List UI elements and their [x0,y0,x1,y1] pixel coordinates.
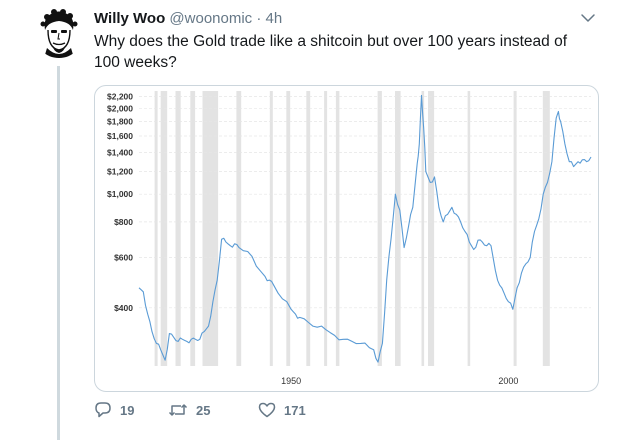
y-tick-label: $2,000 [107,103,133,113]
author-name[interactable]: Willy Woo [94,10,166,27]
y-tick-label: $600 [114,253,133,263]
recession-shading [154,91,550,366]
tweet-time[interactable]: 4h [265,10,283,27]
recession-band [306,91,311,366]
recession-band [421,91,425,366]
recession-band [286,91,291,366]
chevron-down-icon [581,14,595,22]
y-tick-label: $1,200 [107,167,133,177]
grid-lines [139,96,591,309]
tweet-menu-caret[interactable] [578,10,598,26]
recession-band [175,91,181,366]
recession-band [269,91,273,366]
chart-image[interactable]: $400 $600 $800 $1,000 $1,200 $1,400 $1,600 $1,8… [94,85,599,392]
y-tick-label: $1,600 [107,131,133,141]
tweet-text: Why does the Gold trade like a shitcoin … [94,33,568,71]
like-button[interactable]: 171 [258,400,306,420]
thread-line [57,66,60,440]
y-tick-label: $1,400 [107,148,133,158]
recession-band [428,91,435,366]
heart-icon [258,402,276,418]
y-tick-label: $2,200 [107,92,133,102]
y-tick-label: $1,000 [107,189,133,199]
gold-price-line [138,94,592,363]
tweet-header: Willy Woo @woonomic · 4h [94,9,282,29]
reply-count: 19 [120,402,135,418]
recession-band [154,91,158,366]
recession-band [335,91,340,366]
x-tick-label: 2000 [498,376,518,386]
recession-band [395,91,401,366]
recession-band [190,91,196,366]
recession-band [236,91,242,366]
y-axis-labels: $400 $600 $800 $1,000 $1,200 $1,400 $1,600 $1,8… [107,92,133,313]
gold-price-chart: $400 $600 $800 $1,000 $1,200 $1,400 $1,600 $1,8… [107,91,592,386]
x-tick-label: 1950 [281,376,301,386]
author-handle[interactable]: @woonomic [169,10,253,27]
y-tick-label: $1,800 [107,116,133,126]
recession-band [542,91,550,366]
retweet-count: 25 [196,402,211,418]
reply-button[interactable]: 19 [94,400,134,420]
author-avatar[interactable] [34,8,84,58]
reply-icon [95,402,111,418]
recession-band [467,91,471,366]
retweet-icon [168,404,188,416]
y-tick-label: $800 [114,217,133,227]
recession-band [202,91,219,366]
like-count: 171 [284,402,306,418]
recession-band [160,91,168,366]
recession-band [377,91,382,366]
separator-dot: · [256,10,262,27]
retweet-button[interactable]: 25 [168,400,210,420]
y-tick-label: $400 [114,303,133,313]
recession-band [513,91,517,366]
recession-band [324,91,328,366]
x-axis-labels: 1950 2000 [281,376,518,386]
avatar-illustration [34,8,84,58]
